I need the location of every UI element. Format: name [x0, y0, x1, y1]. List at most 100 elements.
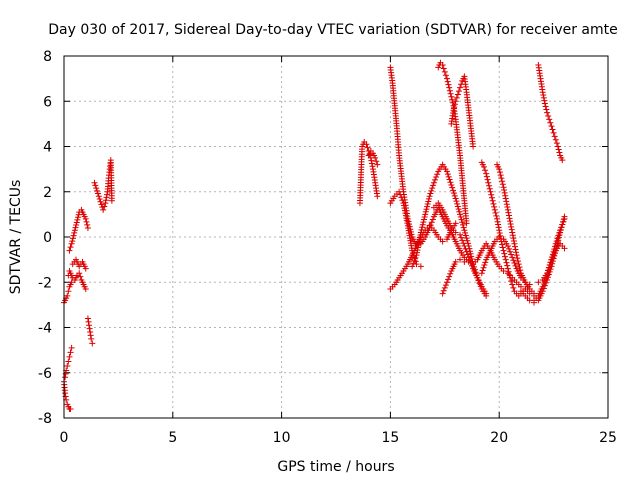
data-point [397, 191, 404, 198]
data-point [102, 197, 109, 204]
data-point [560, 218, 567, 225]
data-point [504, 243, 511, 250]
data-point [470, 143, 477, 150]
data-point [445, 276, 452, 283]
data-point [442, 72, 449, 79]
data-point [457, 211, 464, 218]
data-point [69, 235, 76, 242]
data-point [486, 185, 493, 192]
data-point [69, 238, 76, 245]
data-point [439, 62, 446, 69]
data-point [512, 246, 519, 253]
data-point [65, 288, 72, 295]
data-point [542, 103, 549, 110]
data-point [426, 193, 433, 200]
data-point [556, 149, 563, 156]
data-point [82, 286, 89, 293]
data-point [86, 322, 93, 329]
data-point [410, 250, 417, 257]
data-point [91, 179, 98, 186]
data-point [62, 390, 69, 397]
data-point [479, 267, 486, 274]
data-point [510, 235, 517, 242]
data-point [506, 215, 513, 222]
data-point [444, 78, 451, 85]
data-point [496, 169, 503, 176]
data-point [513, 252, 520, 259]
data-point [492, 209, 499, 216]
data-marks [61, 59, 568, 412]
y-tick-label: 6 [43, 94, 52, 110]
data-point [487, 188, 494, 195]
data-point [441, 68, 448, 75]
data-point [493, 212, 500, 219]
data-point [502, 192, 509, 199]
series-arc-08 [91, 157, 115, 213]
data-point [540, 280, 547, 287]
data-point [103, 191, 110, 198]
data-point [541, 100, 548, 107]
data-point [491, 203, 498, 210]
data-point [396, 188, 403, 195]
y-axis-label: SDTVAR / TECUs [8, 180, 24, 295]
data-point [73, 219, 80, 226]
data-point [68, 240, 75, 247]
data-point [459, 219, 466, 226]
data-point [424, 203, 431, 210]
data-point [550, 129, 557, 136]
data-point [433, 174, 440, 181]
data-point [446, 84, 453, 91]
data-point [544, 270, 551, 277]
data-point [444, 171, 451, 178]
data-point [430, 179, 437, 186]
data-point [454, 200, 461, 207]
data-point [460, 224, 467, 231]
data-point [522, 279, 529, 286]
data-point [500, 267, 507, 274]
data-point [486, 182, 493, 189]
series-arc-07 [84, 315, 96, 347]
data-point [496, 234, 503, 240]
data-point [452, 195, 459, 202]
data-point [515, 258, 522, 265]
data-point [94, 187, 101, 194]
data-point [73, 222, 80, 229]
data-point [505, 268, 512, 275]
data-point [458, 234, 465, 241]
data-point [554, 143, 561, 150]
axes: 0 5 10 15 20 25 -8 -6 -4 -2 0 2 4 6 8 [38, 49, 617, 446]
data-point [67, 244, 74, 251]
data-point [490, 200, 497, 207]
data-point [551, 133, 558, 140]
data-point [540, 94, 547, 101]
data-point [509, 232, 516, 239]
data-point [429, 216, 436, 223]
data-point [507, 220, 514, 227]
data-point [398, 194, 405, 201]
data-point [500, 184, 507, 191]
series-arc-21 [478, 234, 529, 286]
data-point [422, 208, 429, 215]
data-point [430, 182, 437, 189]
data-point [559, 221, 566, 228]
series-arc-06 [69, 256, 89, 272]
data-point [72, 224, 79, 231]
data-point [511, 243, 518, 250]
x-tick-label: 10 [273, 430, 291, 446]
data-point [509, 281, 516, 288]
data-point [501, 189, 508, 196]
data-point [483, 290, 490, 297]
data-point [463, 248, 470, 255]
series-arc-03 [62, 344, 75, 381]
data-point [508, 223, 515, 230]
data-point [556, 229, 563, 236]
data-point [452, 98, 459, 105]
data-point [507, 218, 514, 225]
data-point [452, 220, 459, 227]
data-point [482, 259, 489, 266]
data-point [420, 216, 427, 223]
data-point [499, 241, 506, 248]
data-point [457, 214, 464, 221]
data-point [89, 340, 96, 347]
data-point [62, 374, 69, 381]
